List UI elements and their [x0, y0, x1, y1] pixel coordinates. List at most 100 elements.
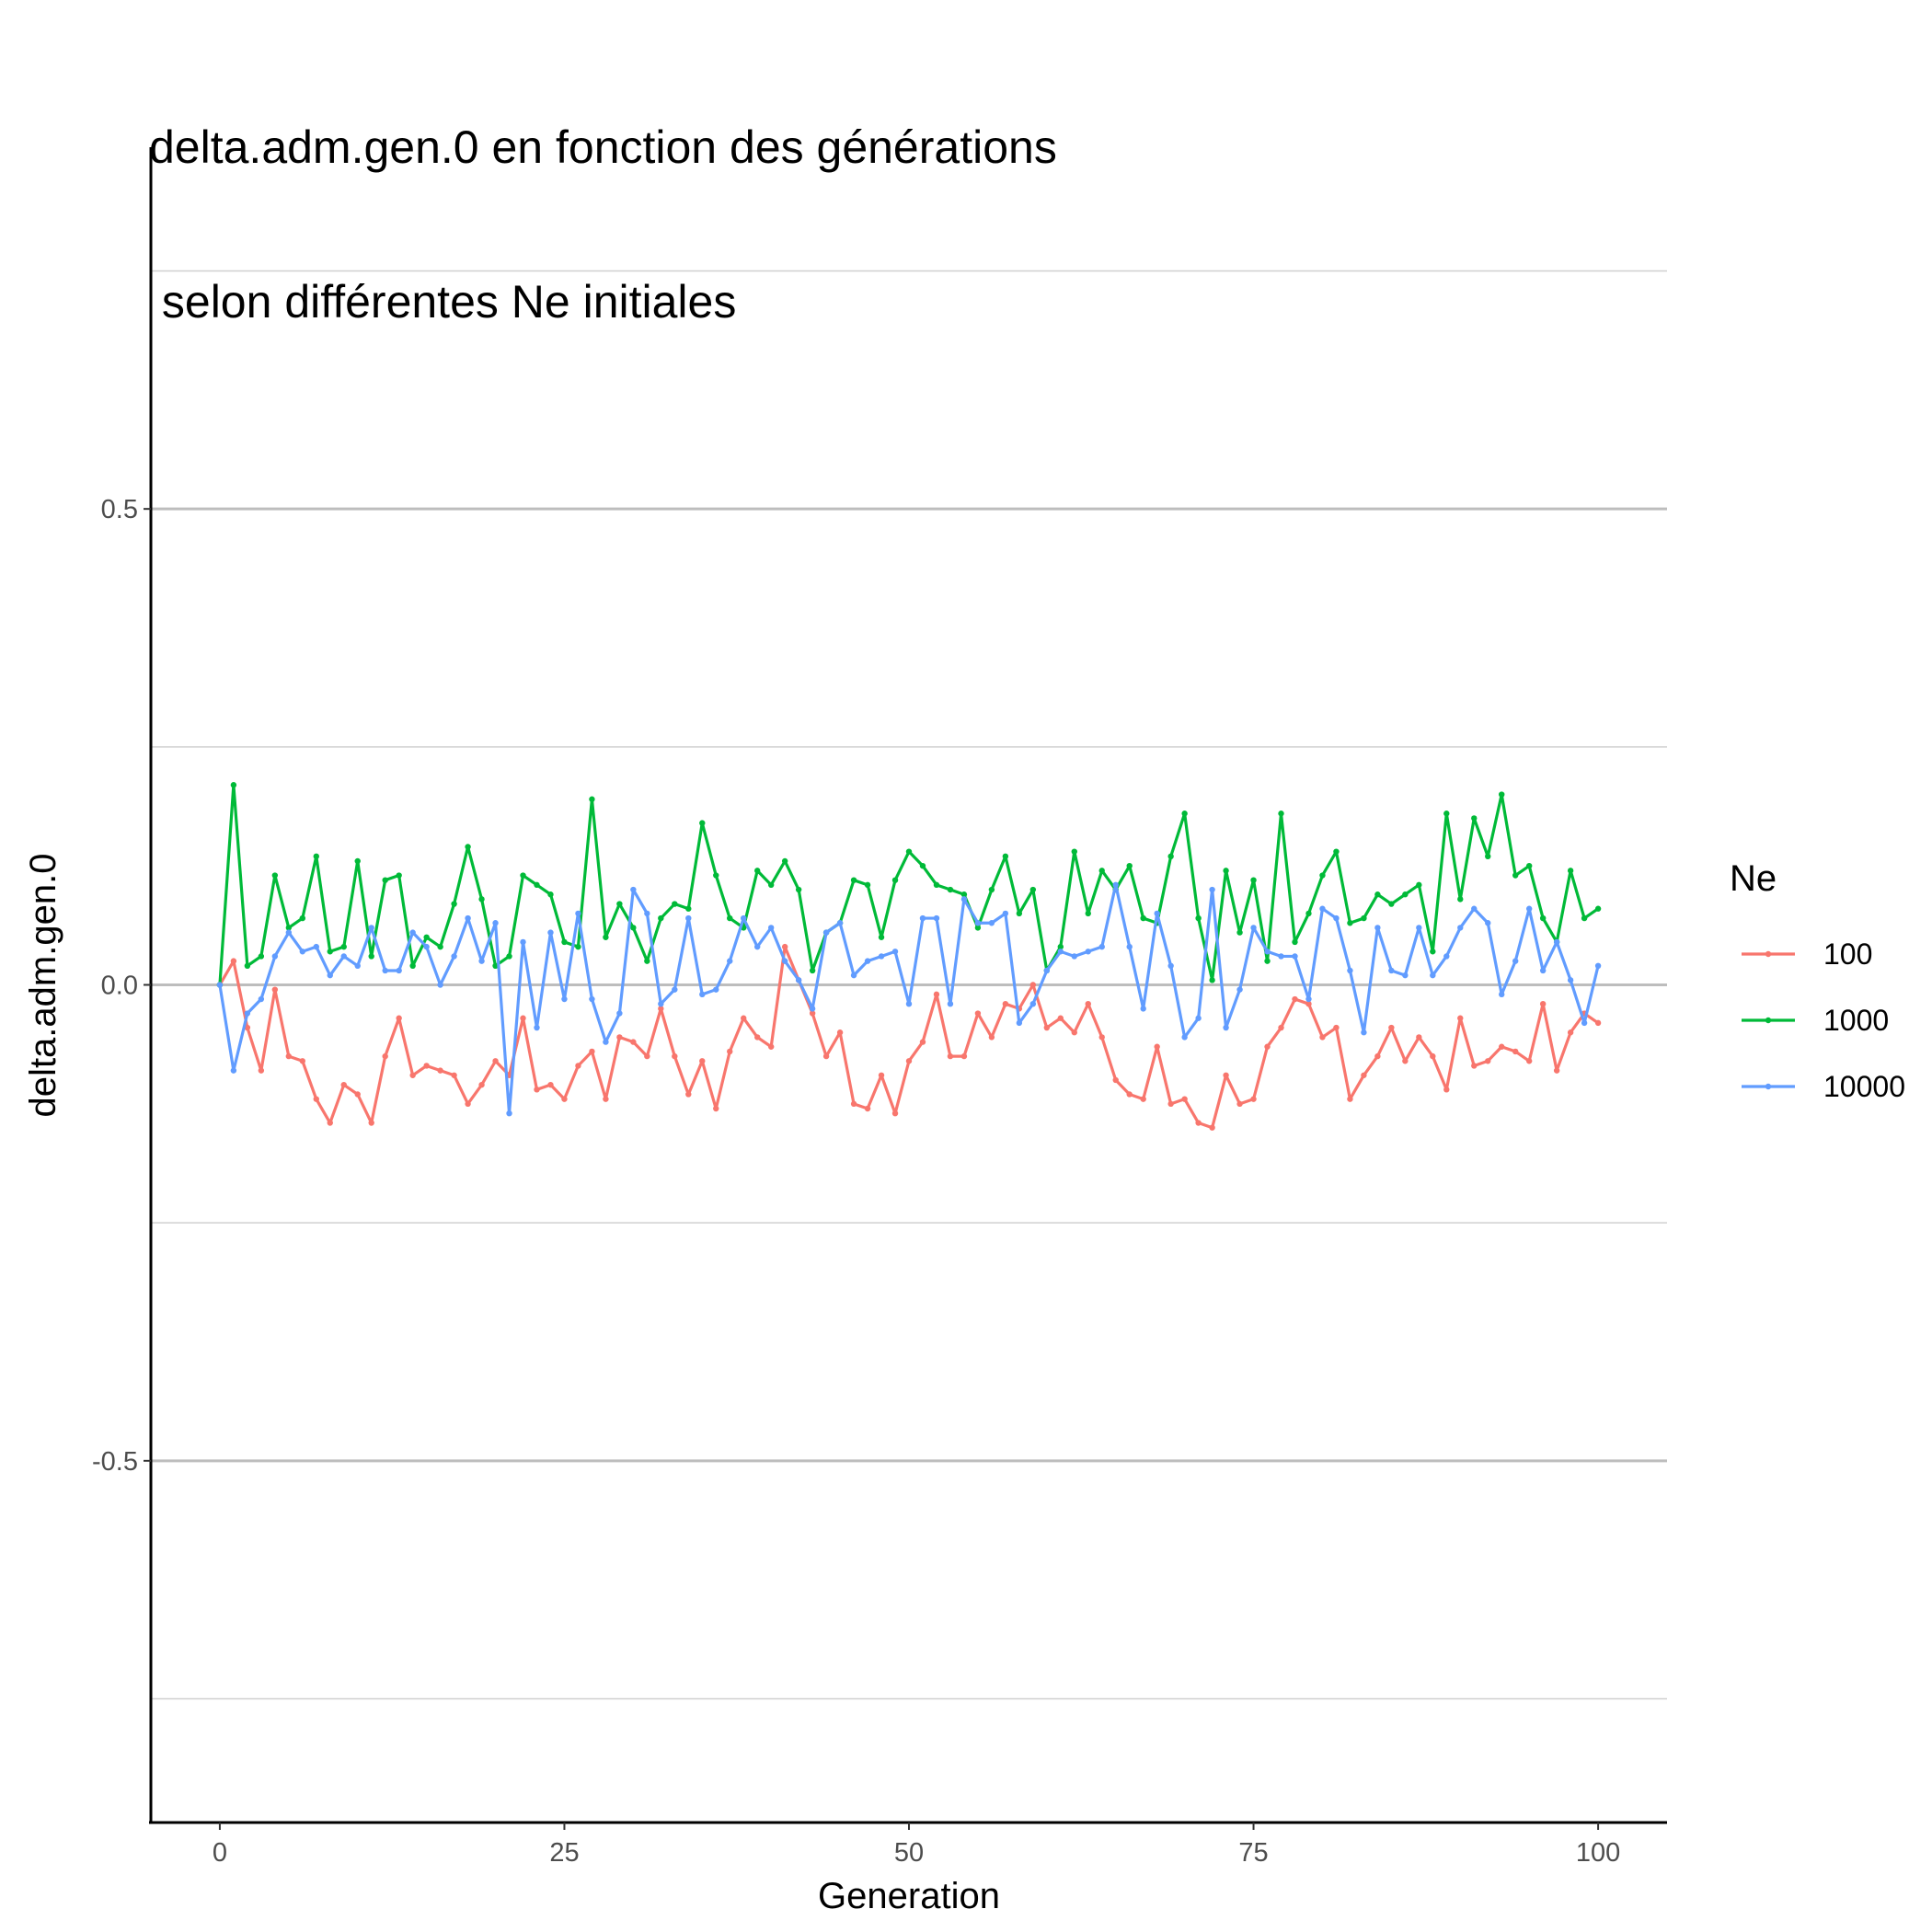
- data-point: [1140, 1006, 1146, 1012]
- data-point: [354, 1091, 361, 1098]
- data-point: [1140, 1096, 1146, 1102]
- data-point: [699, 820, 706, 826]
- data-point: [478, 896, 485, 903]
- data-point: [1374, 925, 1381, 931]
- data-point: [699, 991, 706, 998]
- data-point: [216, 982, 224, 988]
- data-point: [465, 1100, 471, 1108]
- data-point: [1154, 1043, 1160, 1050]
- data-point: [1512, 872, 1519, 879]
- data-point: [465, 844, 471, 850]
- data-point: [974, 1010, 982, 1017]
- data-point: [230, 782, 237, 788]
- data-point: [644, 1052, 650, 1060]
- data-point: [1471, 905, 1478, 912]
- data-point: [891, 1110, 899, 1117]
- data-point: [299, 949, 305, 955]
- data-point: [1402, 1058, 1409, 1064]
- data-point: [285, 929, 293, 936]
- chart-title-line-2: selon différentes Ne initiales: [149, 276, 737, 328]
- series-1000: [216, 782, 1602, 988]
- data-point: [409, 962, 416, 970]
- data-point: [244, 1010, 251, 1017]
- data-point: [933, 881, 940, 889]
- data-point: [1154, 910, 1160, 917]
- data-point: [795, 886, 802, 893]
- data-point: [1057, 943, 1064, 950]
- data-point: [340, 953, 347, 960]
- data-point: [589, 796, 595, 802]
- data-point: [244, 962, 251, 970]
- data-point: [864, 1105, 871, 1112]
- data-point: [864, 958, 871, 964]
- data-point: [409, 1072, 416, 1078]
- data-point: [327, 1120, 333, 1126]
- data-point: [933, 914, 940, 922]
- data-point: [313, 943, 319, 950]
- data-point: [1278, 1024, 1284, 1031]
- data-point: [1416, 1034, 1422, 1041]
- data-point: [589, 995, 595, 1003]
- data-point: [1126, 1091, 1133, 1098]
- legend-key-point: [1765, 1083, 1772, 1090]
- data-point: [878, 953, 885, 960]
- data-point: [1305, 995, 1312, 1003]
- data-point: [905, 1058, 913, 1064]
- data-point: [809, 1010, 816, 1017]
- data-point: [1278, 811, 1284, 817]
- data-point: [409, 929, 416, 936]
- data-point: [1594, 1019, 1602, 1027]
- data-point: [575, 1063, 581, 1069]
- data-point: [1485, 1058, 1491, 1064]
- data-point: [1499, 791, 1505, 798]
- data-point: [299, 914, 305, 922]
- legend-key-point: [1765, 950, 1772, 958]
- data-point: [960, 896, 968, 903]
- data-point: [534, 1087, 540, 1093]
- data-point: [575, 910, 581, 917]
- data-point: [1195, 914, 1202, 922]
- data-point: [547, 891, 554, 898]
- data-point: [767, 925, 775, 931]
- data-point: [1553, 938, 1560, 946]
- x-tick-label: 100: [1576, 1838, 1620, 1868]
- data-point: [781, 943, 788, 950]
- data-point: [1388, 901, 1395, 907]
- data-point: [960, 891, 968, 898]
- data-point: [603, 934, 609, 940]
- data-point: [575, 943, 581, 950]
- data-point: [1471, 815, 1478, 822]
- legend-title: Ne: [1730, 858, 1777, 899]
- data-point: [727, 958, 733, 964]
- data-point: [672, 1052, 678, 1060]
- data-point: [1071, 953, 1077, 960]
- data-point: [864, 881, 871, 889]
- data-point: [520, 938, 526, 946]
- data-point: [713, 872, 719, 879]
- data-point: [506, 1110, 512, 1117]
- data-point: [850, 877, 857, 883]
- data-point: [1236, 929, 1243, 936]
- data-point: [960, 1052, 968, 1060]
- legend-key-point: [1765, 1017, 1772, 1024]
- data-point: [1567, 1029, 1574, 1036]
- data-point: [672, 901, 678, 907]
- data-point: [437, 943, 443, 950]
- data-point: [699, 1058, 706, 1064]
- data-point: [947, 1052, 954, 1060]
- data-point: [1361, 1072, 1367, 1078]
- data-point: [1443, 1087, 1450, 1093]
- data-point: [423, 943, 430, 950]
- data-point: [451, 1072, 457, 1078]
- data-point: [658, 1006, 664, 1012]
- data-point: [1594, 962, 1602, 970]
- y-tick-label: 0.0: [101, 972, 138, 1001]
- data-point: [230, 1067, 237, 1074]
- data-point: [396, 872, 402, 879]
- data-point: [1430, 972, 1436, 979]
- data-point: [1223, 868, 1229, 874]
- data-point: [354, 962, 361, 970]
- data-point: [1539, 1000, 1547, 1007]
- data-point: [850, 1100, 857, 1108]
- data-point: [1443, 811, 1450, 817]
